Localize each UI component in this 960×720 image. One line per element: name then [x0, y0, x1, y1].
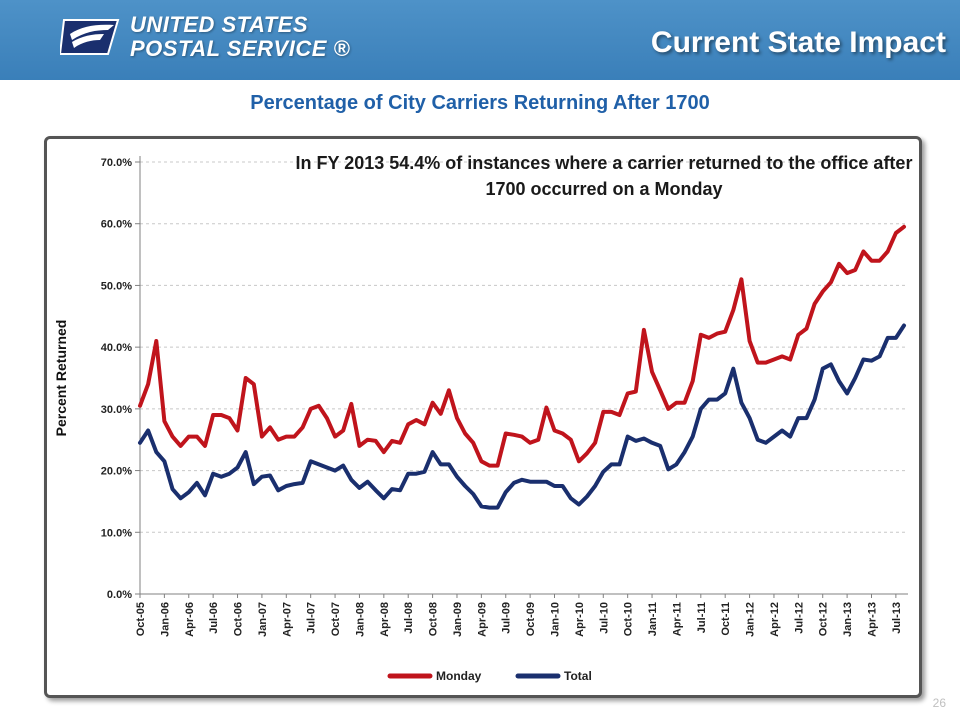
x-tick-label: Apr-09	[476, 602, 488, 637]
chart-title: Percentage of City Carriers Returning Af…	[250, 92, 710, 114]
y-tick-label: 60.0%	[101, 219, 132, 231]
y-tick-label: 0.0%	[107, 589, 132, 601]
x-tick-label: Jul-12	[793, 602, 805, 634]
x-tick-label: Oct-11	[720, 602, 732, 636]
y-tick-label: 50.0%	[101, 280, 132, 292]
x-tick-label: Jan-08	[354, 602, 366, 637]
x-tick-label: Jul-09	[501, 602, 513, 634]
x-tick-label: Apr-10	[574, 602, 586, 637]
x-tick-label: Jan-06	[159, 602, 171, 637]
y-axis-label: Percent Returned	[53, 320, 69, 437]
header-bar: UNITED STATES POSTAL SERVICE ® Current S…	[0, 0, 960, 80]
legend-label-monday: Monday	[436, 669, 482, 683]
x-tick-label: Jan-11	[647, 602, 659, 636]
x-tick-label: Jul-10	[598, 602, 610, 634]
logo-line-1: UNITED STATES	[130, 12, 309, 37]
x-tick-label: Oct-05	[135, 602, 147, 636]
x-tick-label: Jan-07	[257, 602, 269, 637]
series-line-monday	[138, 224, 906, 468]
y-tick-label: 70.0%	[101, 157, 132, 169]
x-tick-label: Apr-12	[769, 602, 781, 637]
logo-line-2: POSTAL SERVICE ®	[130, 36, 351, 61]
eagle-icon	[60, 19, 120, 55]
y-tick-label: 40.0%	[101, 342, 132, 354]
x-tick-label: Oct-08	[428, 602, 440, 636]
x-tick-label: Jan-12	[745, 602, 757, 637]
x-tick-label: Jul-08	[403, 602, 415, 634]
x-tick-label: Apr-13	[866, 602, 878, 637]
y-tick-label: 20.0%	[101, 466, 132, 478]
x-tick-label: Apr-08	[379, 602, 391, 637]
x-tick-label: Jul-13	[891, 602, 903, 634]
series-line-total	[138, 323, 906, 510]
x-tick-label: Apr-07	[281, 602, 293, 637]
x-tick-label: Jan-09	[452, 602, 464, 637]
y-tick-label: 30.0%	[101, 404, 132, 416]
x-tick-label: Jan-10	[550, 602, 562, 637]
x-tick-label: Jan-13	[842, 602, 854, 637]
x-tick-label: Jul-06	[208, 602, 220, 634]
page-number: 26	[932, 696, 946, 710]
x-tick-label: Jul-07	[306, 602, 318, 634]
slide-title: Current State Impact	[650, 26, 946, 59]
x-tick-label: Oct-06	[233, 602, 245, 636]
y-tick-label: 10.0%	[101, 527, 132, 539]
chart-annotation: In FY 2013 54.4% of instances where a ca…	[295, 153, 913, 199]
legend-label-total: Total	[564, 669, 592, 683]
usps-logo: UNITED STATES POSTAL SERVICE ®	[60, 12, 350, 62]
x-tick-label: Oct-07	[330, 602, 342, 636]
x-tick-label: Oct-12	[818, 602, 830, 636]
chart-frame	[44, 136, 922, 698]
x-tick-label: Apr-06	[184, 602, 196, 637]
x-tick-label: Oct-10	[623, 602, 635, 636]
x-tick-label: Oct-09	[525, 602, 537, 636]
x-tick-label: Jul-11	[696, 602, 708, 633]
x-tick-label: Apr-11	[671, 602, 683, 636]
